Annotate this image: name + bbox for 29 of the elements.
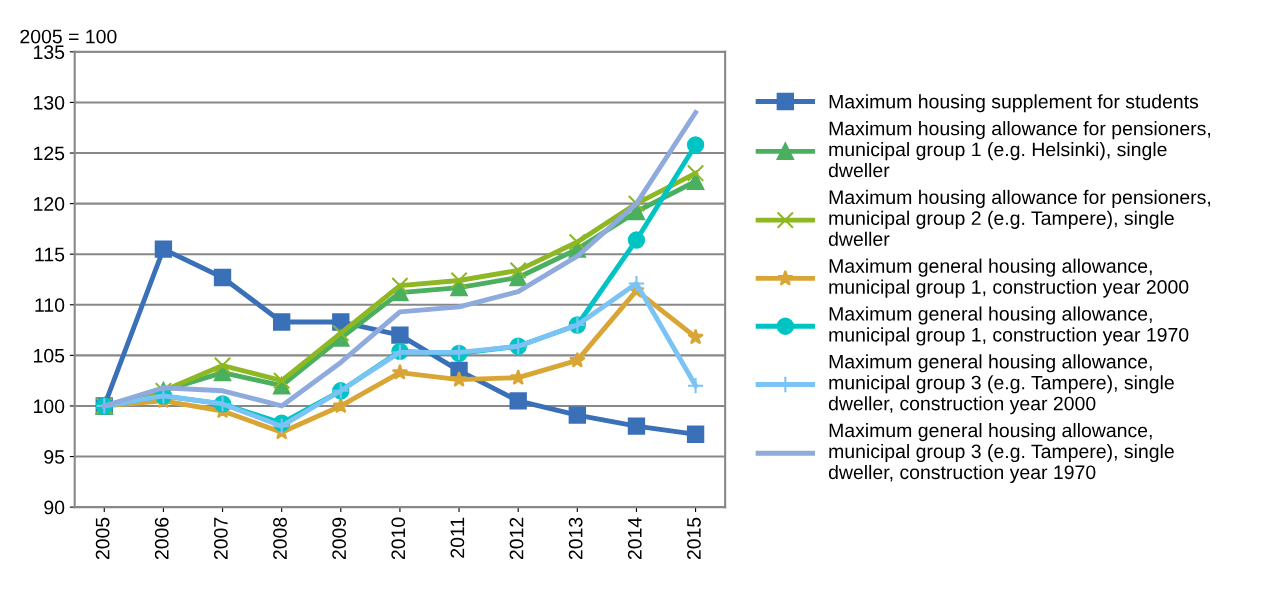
x-tick-label: 2012: [509, 517, 524, 560]
legend-label: Maximum housing allowance for pensioners, municipal group 1 (e.g. Helsinki), single dweller: [828, 121, 1211, 178]
y-tick-label: 110: [35, 298, 65, 313]
legend-label: Maximum housing supplement for students: [829, 94, 1199, 113]
legend-label: Maximum general housing allowance, municipal group 3 (e.g. Tampere), single dweller, construction year 1970: [828, 423, 1174, 484]
y-tick-label: 105: [34, 348, 65, 363]
y-tick-label: 100: [34, 399, 65, 414]
y-tick-label: 115: [35, 247, 65, 262]
x-tick-label: 2006: [154, 517, 169, 560]
x-tick-label: 2011: [450, 517, 465, 558]
x-tick-label: 2005: [95, 517, 110, 560]
legend-label: Maximum general housing allowance, municipal group 1, construction year 2000: [829, 258, 1189, 298]
x-tick-label: 2013: [568, 517, 583, 560]
x-tick-label: 2010: [391, 517, 406, 560]
x-tick-label: 2007: [213, 517, 228, 560]
legend-label: Maximum general housing allowance, municipal group 3 (e.g. Tampere), single dweller, construction year 2000: [828, 354, 1174, 415]
legend-label: Maximum housing allowance for pensioners, municipal group 2 (e.g. Tampere), single dweller: [828, 189, 1211, 247]
y-tick-label: 125: [34, 146, 65, 161]
y-tick-label: 95: [44, 450, 65, 464]
x-tick-label: 2014: [627, 517, 642, 560]
legend-label: Maximum general housing allowance, municipal group 1, construction year 1970: [829, 306, 1189, 346]
y-tick-label: 120: [34, 197, 65, 211]
x-tick-label: 2009: [332, 517, 347, 560]
x-tick-label: 2015: [687, 517, 701, 560]
y-tick-label: 130: [34, 95, 65, 110]
y-axis-title: 2005 = 100: [20, 29, 117, 44]
x-tick-label: 2008: [273, 517, 287, 560]
y-tick-label: 135: [34, 45, 65, 60]
y-tick-label: 90: [44, 500, 65, 515]
